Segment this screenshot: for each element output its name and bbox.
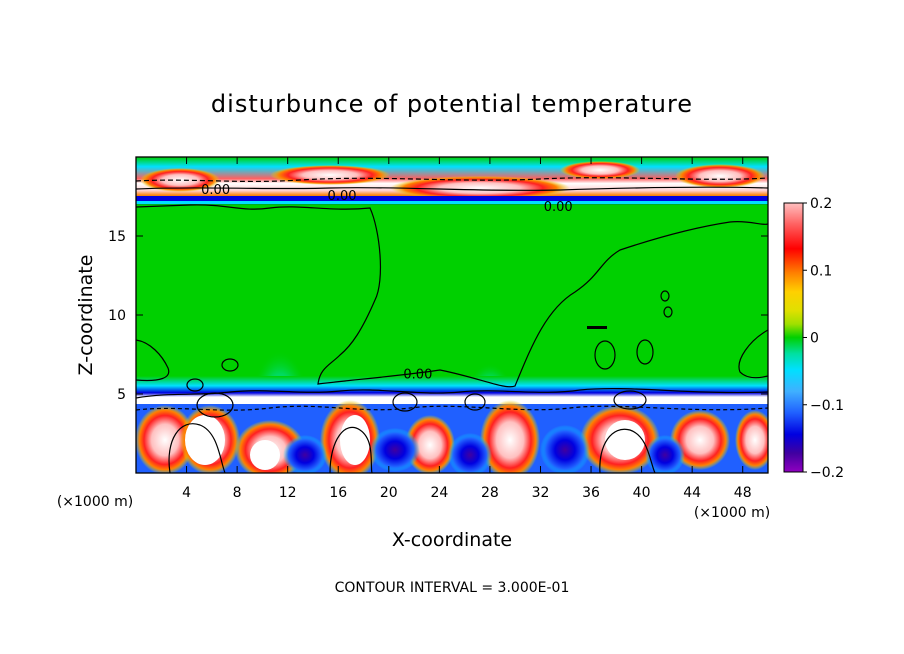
colorbar-tick-label: 0 (810, 331, 819, 347)
x-tick-label: 36 (582, 485, 600, 501)
upper-warm-blob (390, 176, 570, 200)
contour-loop (636, 339, 654, 365)
colorbar-ticks: 0.2 0.1 0 −0.1 −0.2 (803, 196, 844, 481)
contour-loop (392, 392, 418, 412)
contour-line-lower-eddy (329, 426, 373, 473)
x-tick-label: 32 (532, 485, 550, 501)
contour-loop (613, 390, 647, 410)
contour-loop (186, 378, 204, 392)
x-tick-label: 12 (279, 485, 297, 501)
contour-zero-line (136, 204, 768, 388)
lower-cold-blob (540, 425, 590, 473)
upper-cyan-stripe (136, 201, 768, 204)
upper-cold-stripe (136, 196, 768, 201)
x-tick-label: 28 (481, 485, 499, 501)
upper-warm-blob (270, 165, 390, 185)
lower-warm-blob (480, 400, 540, 473)
x-tick-label: 40 (633, 485, 651, 501)
x-tick-label: 48 (734, 485, 752, 501)
y-axis-label: Z-coordinate (75, 255, 97, 376)
x-tick-label: 4 (182, 485, 191, 501)
colorbar-tick-label: −0.1 (810, 398, 844, 414)
contour-loop (464, 393, 486, 411)
contour-loop (196, 392, 234, 418)
x-ticks: 4 8 12 16 20 24 28 32 36 40 44 48 (182, 157, 752, 501)
contour-line-lower-eddy (599, 428, 656, 473)
contour-line-lower (136, 387, 768, 399)
lower-cold-blob (370, 428, 420, 472)
x-tick-label: 16 (329, 485, 347, 501)
lower-cold-blob (448, 433, 492, 473)
contour-label: 0.00 (201, 183, 230, 198)
contour-label: 0.00 (328, 189, 357, 204)
lower-warm-blob (735, 410, 768, 470)
short-contour-mark (587, 326, 607, 329)
contour-lines (136, 177, 768, 473)
x-tick-label: 20 (380, 485, 398, 501)
contour-line-upper-dash (136, 177, 768, 183)
lower-cold-blob (283, 435, 327, 473)
upper-warm-blob (675, 164, 765, 188)
contour-loop (663, 306, 673, 318)
contour-loop (660, 290, 670, 302)
contour-label-group: 0.00 0.00 0.00 0.00 (201, 183, 573, 383)
contour-line-upper (136, 186, 768, 192)
x-unit-left: (×1000 m) (57, 494, 133, 510)
contour-interval-note: CONTOUR INTERVAL = 3.000E-01 (335, 580, 570, 596)
lower-white-core (340, 415, 370, 465)
contour-loop (221, 358, 239, 372)
contour-loop (594, 340, 616, 370)
x-tick-label: 8 (233, 485, 242, 501)
colorbar (783, 202, 804, 473)
x-tick-label: 44 (683, 485, 701, 501)
colorbar-tick-label: −0.2 (810, 465, 844, 481)
contour-line-lower-eddy (168, 423, 226, 473)
contour-line-lower-dash (136, 405, 768, 411)
y-tick-label: 15 (108, 229, 126, 245)
y-ticks: 5 10 15 (108, 229, 768, 403)
x-axis-label: X-coordinate (392, 529, 512, 551)
y-tick-label: 10 (108, 308, 126, 324)
colorbar-tick-label: 0.2 (810, 196, 832, 212)
lower-cold-blob (645, 435, 685, 473)
upper-warm-blob (560, 161, 640, 179)
x-tick-label: 24 (430, 485, 448, 501)
lower-white-core (250, 440, 280, 470)
x-unit-right: (×1000 m) (694, 505, 770, 521)
colorbar-tick-label: 0.1 (810, 263, 832, 279)
contour-label: 0.00 (544, 200, 573, 215)
y-tick-label: 5 (117, 387, 126, 403)
contour-zero-line-right (738, 329, 768, 379)
contour-label: 0.00 (403, 368, 432, 383)
contour-zero-line-left (136, 339, 170, 382)
lower-white-core (185, 415, 225, 465)
plot-field (136, 157, 768, 473)
lower-white-core (605, 420, 645, 460)
chart-title: disturbunce of potential temperature (211, 90, 693, 118)
lower-warm-blob (136, 405, 195, 473)
